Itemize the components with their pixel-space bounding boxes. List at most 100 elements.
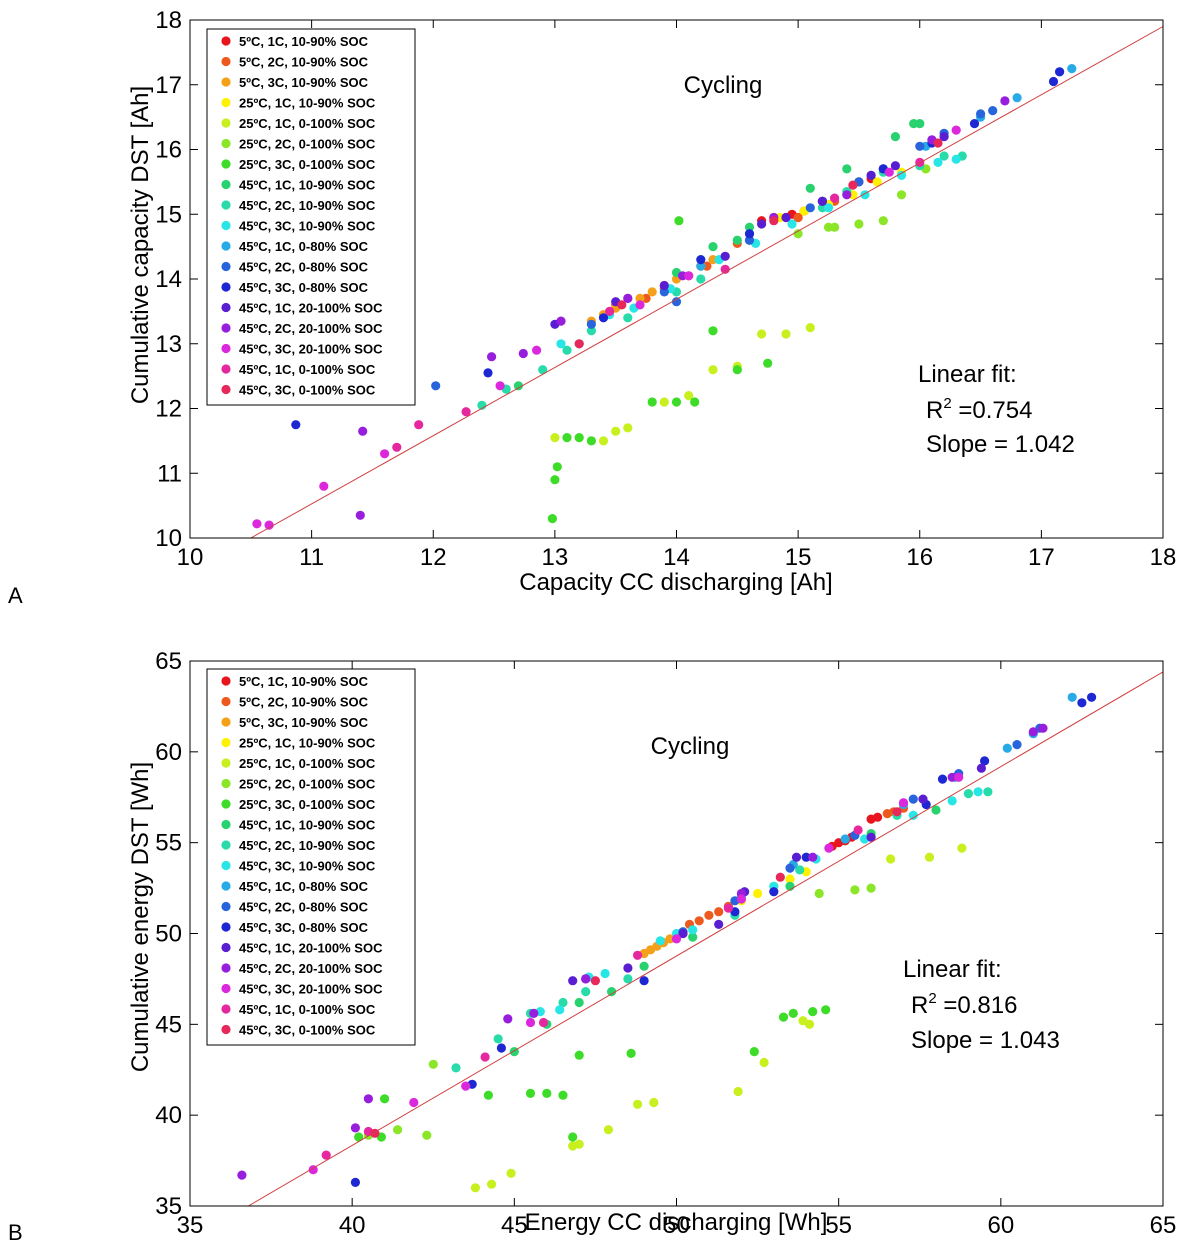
legend-entry: 25ºC, 1C, 0-100% SOC — [239, 756, 376, 771]
data-point — [791, 852, 802, 862]
x-axis-label-b: Energy CC discharging [Wh] — [525, 1209, 828, 1236]
data-point — [688, 925, 698, 935]
data-point — [781, 329, 791, 339]
data-point — [720, 251, 730, 261]
data-point — [805, 323, 815, 333]
data-point — [890, 161, 901, 171]
data-point — [363, 1094, 373, 1104]
data-point — [487, 1179, 497, 1189]
data-point — [842, 164, 852, 174]
data-point — [704, 910, 714, 920]
y-tick-label: 15 — [155, 201, 182, 228]
data-point — [659, 397, 669, 407]
data-point — [552, 462, 562, 472]
data-point — [350, 1123, 360, 1133]
data-point — [1048, 76, 1059, 87]
fit-slope-a: Slope = 1.042 — [926, 431, 1075, 458]
data-point — [623, 423, 633, 433]
legend-marker — [221, 881, 231, 891]
data-point — [924, 852, 935, 862]
data-point — [623, 963, 633, 973]
legend-marker — [221, 860, 231, 871]
data-point — [532, 345, 542, 355]
legend-marker — [221, 799, 231, 809]
legend-marker — [221, 696, 231, 707]
y-tick-label: 35 — [155, 1193, 182, 1220]
data-point — [850, 885, 860, 895]
y-tick-label: 14 — [155, 266, 182, 293]
legend-entry: 25ºC, 3C, 0-100% SOC — [239, 797, 376, 812]
legend-marker — [221, 922, 231, 932]
data-point — [976, 763, 987, 773]
legend-entry: 45ºC, 3C, 20-100% SOC — [239, 342, 383, 357]
data-point — [788, 1008, 798, 1019]
data-point — [793, 212, 803, 223]
data-point — [733, 1086, 743, 1097]
data-point — [422, 1130, 432, 1140]
data-point — [795, 865, 805, 875]
legend-marker — [221, 364, 231, 374]
legend-marker — [221, 220, 231, 231]
data-point — [723, 903, 734, 913]
data-point — [872, 177, 882, 187]
data-point — [696, 255, 706, 265]
x-tick-label: 65 — [1150, 1212, 1177, 1239]
legend-marker — [221, 56, 231, 67]
x-tick-label: 14 — [663, 544, 690, 571]
data-point — [562, 433, 572, 443]
legend-marker — [221, 282, 231, 292]
legend-b: 5ºC, 1C, 10-90% SOC 5ºC, 2C, 10-90% SOC 5º… — [206, 668, 416, 1046]
data-point — [808, 852, 818, 862]
data-point — [708, 365, 718, 375]
data-point — [749, 1047, 759, 1057]
data-point — [380, 1094, 390, 1104]
data-point — [840, 834, 850, 844]
data-point — [690, 397, 700, 407]
data-point — [623, 313, 633, 323]
fit-r2-value-a: =0.754 — [952, 397, 1033, 424]
data-point — [600, 968, 610, 979]
data-point — [1067, 692, 1077, 702]
data-point — [801, 852, 811, 862]
data-point — [623, 974, 633, 984]
y-tick-label: 12 — [155, 396, 182, 423]
legend-entry: 45ºC, 3C, 0-80% SOC — [239, 280, 369, 295]
data-point — [611, 426, 621, 436]
plot-b-series — [237, 692, 1097, 1193]
data-point — [1028, 727, 1038, 737]
data-point — [757, 329, 767, 339]
fit-r2-b: R2 =0.816 — [911, 990, 1017, 1019]
data-point — [817, 196, 828, 206]
data-point — [671, 397, 682, 407]
legend-entry: 45ºC, 1C, 0-100% SOC — [239, 362, 376, 377]
data-point — [568, 1132, 578, 1142]
fit-r2-a: R2 =0.754 — [926, 395, 1032, 424]
data-point — [291, 420, 301, 430]
x-tick-label: 18 — [1150, 544, 1177, 571]
data-point — [708, 326, 718, 336]
y-axis-b: 35 40 45 50 55 60 65 — [155, 648, 1163, 1220]
data-point — [744, 229, 755, 239]
legend-marker — [221, 159, 231, 169]
data-point — [525, 1088, 536, 1098]
fit-r2-prefix-a: R — [926, 397, 943, 424]
data-point — [757, 219, 767, 229]
data-point — [753, 888, 763, 899]
legend-box — [206, 28, 416, 406]
legend-marker — [221, 676, 231, 686]
legend-entry: 25ºC, 2C, 0-100% SOC — [239, 137, 376, 152]
data-point — [380, 449, 390, 459]
y-tick-label: 45 — [155, 1011, 182, 1038]
data-point — [671, 297, 682, 307]
data-point — [908, 810, 918, 821]
legend-entry: 5ºC, 3C, 10-90% SOC — [239, 75, 369, 90]
data-point — [763, 358, 773, 368]
x-tick-label: 11 — [299, 544, 324, 571]
fit-r2-prefix-b: R — [911, 992, 928, 1019]
data-point — [830, 193, 840, 203]
x-tick-label: 10 — [177, 544, 204, 571]
data-point — [264, 520, 274, 530]
data-point — [607, 987, 617, 997]
data-point — [647, 287, 657, 297]
